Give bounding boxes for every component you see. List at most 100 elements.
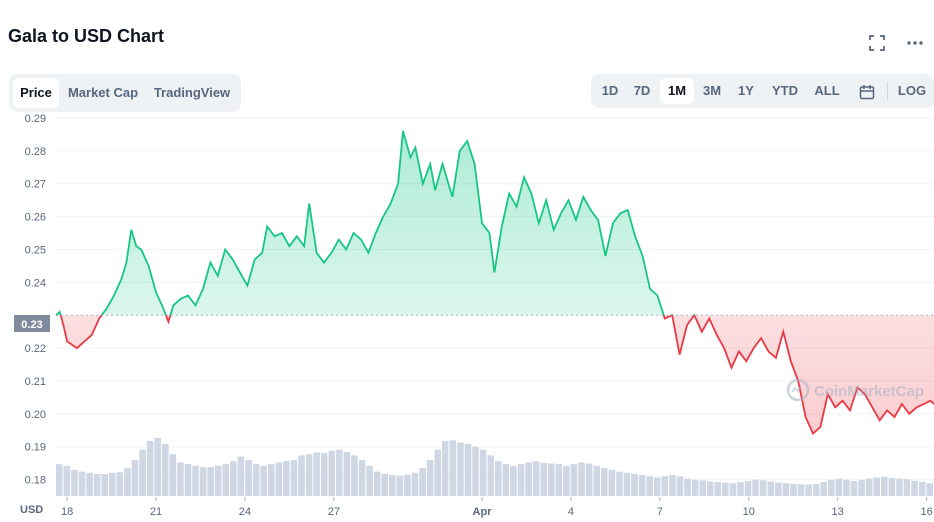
volume-bar bbox=[638, 475, 646, 496]
volume-bar bbox=[487, 455, 494, 496]
volume-bar bbox=[752, 479, 759, 496]
x-tick-label: 13 bbox=[832, 506, 844, 518]
volume-bar bbox=[381, 473, 389, 496]
tab-tradingview[interactable]: TradingView bbox=[153, 85, 231, 100]
volume-bar bbox=[93, 473, 101, 496]
volume-bar bbox=[540, 462, 547, 496]
volume-bar bbox=[797, 484, 805, 496]
volume-bar bbox=[623, 472, 631, 496]
volume-bar bbox=[237, 456, 245, 496]
price-area-down bbox=[60, 315, 934, 434]
volume-bar bbox=[373, 471, 381, 496]
volume-bar bbox=[313, 452, 320, 496]
volume-bar bbox=[510, 465, 517, 496]
range-1d[interactable]: 1D bbox=[601, 83, 619, 98]
volume-bar bbox=[472, 446, 479, 496]
volume-bar bbox=[442, 440, 449, 496]
volume-bar bbox=[214, 465, 222, 496]
more-options-icon[interactable] bbox=[906, 34, 924, 52]
volume-bar bbox=[108, 472, 116, 496]
volume-bar bbox=[532, 461, 540, 496]
volume-bar bbox=[396, 475, 404, 496]
volume-bar bbox=[858, 479, 865, 496]
y-tick-label: 0.20 bbox=[25, 409, 46, 421]
volume-bar bbox=[161, 443, 169, 496]
volume-bar bbox=[775, 482, 782, 496]
watermark: CoinMarketCap bbox=[786, 378, 924, 402]
baseline-price-label: 0.23 bbox=[21, 319, 42, 331]
volume-bar bbox=[154, 438, 161, 496]
tab-price[interactable]: Price bbox=[13, 78, 59, 108]
volume-bar bbox=[722, 482, 729, 496]
volume-bar bbox=[449, 440, 457, 496]
x-tick-label: 4 bbox=[568, 506, 574, 518]
volume-bar bbox=[328, 450, 336, 496]
y-tick-label: 0.19 bbox=[25, 442, 46, 454]
volume-bar bbox=[729, 483, 737, 496]
range-ytd[interactable]: YTD bbox=[772, 83, 798, 98]
volume-bar bbox=[343, 451, 351, 496]
x-tick-label: 18 bbox=[61, 506, 73, 518]
volume-bar bbox=[464, 443, 472, 496]
log-scale-toggle[interactable]: LOG bbox=[897, 83, 927, 98]
volume-bar bbox=[290, 460, 298, 496]
x-tick-label: Apr bbox=[473, 506, 493, 518]
volume-bar bbox=[918, 482, 926, 496]
volume-bar bbox=[881, 476, 888, 496]
y-tick-label: 0.21 bbox=[25, 376, 46, 388]
volume-bars bbox=[56, 438, 933, 496]
tab-market-cap[interactable]: Market Cap bbox=[67, 85, 139, 100]
volume-bar bbox=[873, 477, 881, 496]
calendar-icon[interactable] bbox=[853, 78, 881, 104]
y-tick-label: 0.22 bbox=[25, 343, 46, 355]
volume-bar bbox=[926, 483, 933, 496]
baseline-price-label-bg bbox=[14, 315, 50, 332]
volume-bar bbox=[56, 464, 63, 496]
volume-bar bbox=[653, 477, 661, 496]
volume-bar bbox=[805, 484, 812, 496]
volume-bar bbox=[71, 469, 78, 496]
volume-bar bbox=[305, 454, 313, 496]
volume-bar bbox=[502, 464, 510, 496]
volume-bar bbox=[911, 480, 918, 496]
volume-bar bbox=[570, 464, 578, 496]
x-tick-label: 21 bbox=[150, 506, 162, 518]
volume-bar bbox=[608, 469, 616, 496]
x-tick-label: 10 bbox=[743, 506, 755, 518]
volume-bar bbox=[230, 461, 237, 496]
fullscreen-icon[interactable] bbox=[868, 34, 886, 52]
range-1m[interactable]: 1M bbox=[660, 78, 694, 104]
volume-bar bbox=[669, 475, 676, 496]
price-line-up bbox=[55, 130, 696, 316]
y-tick-label: 0.24 bbox=[25, 277, 46, 289]
volume-bar bbox=[555, 464, 563, 496]
volume-bar bbox=[585, 463, 593, 496]
volume-bar bbox=[419, 468, 426, 496]
price-area-up bbox=[56, 131, 934, 316]
volume-bar bbox=[495, 461, 502, 496]
volume-bar bbox=[828, 479, 835, 496]
volume-bar bbox=[616, 471, 623, 496]
volume-bar bbox=[820, 482, 828, 496]
volume-bar bbox=[684, 478, 691, 496]
volume-bar bbox=[351, 455, 358, 496]
volume-bar bbox=[737, 482, 744, 496]
volume-bar bbox=[835, 478, 843, 496]
range-all[interactable]: ALL bbox=[814, 83, 840, 98]
currency-label: USD bbox=[20, 504, 43, 516]
range-3m[interactable]: 3M bbox=[702, 83, 722, 98]
range-7d[interactable]: 7D bbox=[633, 83, 651, 98]
volume-bar bbox=[706, 481, 714, 496]
x-axis: 18 21 24 27 Apr 4 7 10 13 16 bbox=[61, 497, 933, 518]
volume-bar bbox=[116, 472, 124, 496]
volume-bar bbox=[714, 482, 722, 496]
volume-bar bbox=[691, 479, 699, 496]
volume-bar bbox=[888, 478, 896, 496]
volume-bar bbox=[131, 460, 139, 496]
range-1y[interactable]: 1Y bbox=[738, 83, 754, 98]
x-tick-label: 24 bbox=[239, 506, 251, 518]
x-tick-label: 7 bbox=[657, 506, 663, 518]
volume-bar bbox=[222, 464, 230, 496]
volume-bar bbox=[790, 483, 797, 496]
